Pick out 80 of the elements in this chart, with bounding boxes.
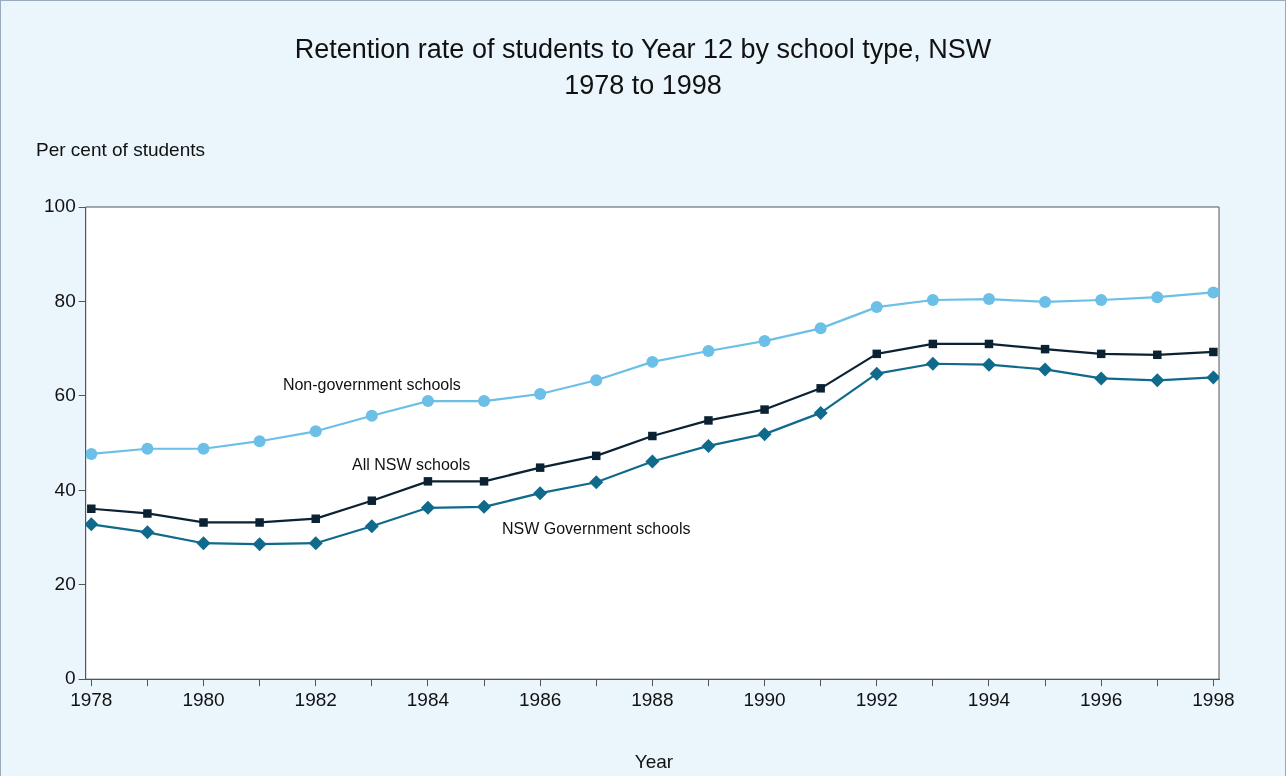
point	[1153, 350, 1162, 360]
point	[255, 518, 264, 527]
point	[1039, 295, 1052, 308]
point	[701, 438, 716, 453]
y-tick-label: 80	[54, 289, 76, 311]
series-label: Non-government schools	[282, 376, 461, 394]
point	[982, 293, 995, 306]
x-tick-label: 1996	[1080, 688, 1123, 710]
y-axis-title: Per cent of students	[36, 139, 205, 161]
x-tick-label: 1980	[182, 688, 225, 710]
point	[757, 427, 772, 442]
point	[197, 442, 210, 455]
x-tick-label: 1992	[855, 688, 898, 710]
x-tick-label: 1982	[294, 688, 337, 710]
x-tick-label: 1990	[743, 688, 786, 710]
point	[813, 405, 828, 420]
point	[308, 536, 323, 551]
point	[758, 335, 771, 348]
point	[85, 447, 98, 460]
point	[589, 475, 604, 490]
x-tick-label: 1988	[631, 688, 674, 710]
point	[535, 463, 545, 472]
point	[702, 345, 715, 358]
point	[704, 416, 713, 425]
x-tick-label: 1986	[519, 688, 562, 710]
point	[141, 442, 154, 455]
point	[760, 405, 769, 414]
point	[981, 357, 996, 372]
point	[926, 294, 939, 307]
point	[85, 517, 99, 532]
point	[648, 431, 657, 441]
y-tick-label: 100	[44, 195, 76, 217]
point	[87, 504, 96, 513]
point	[253, 435, 266, 448]
point	[143, 509, 152, 518]
point	[533, 486, 548, 501]
point	[534, 387, 547, 400]
point	[477, 499, 492, 514]
chart-title: Retention rate of students to Year 12 by school type, NSW 1978 to 1998	[293, 33, 993, 102]
point	[311, 514, 320, 523]
point	[252, 537, 267, 552]
point	[365, 409, 378, 422]
point	[814, 322, 827, 335]
point	[420, 500, 435, 515]
point	[816, 384, 825, 393]
point	[870, 301, 883, 314]
point	[1206, 370, 1219, 385]
y-tick-label: 60	[54, 384, 76, 406]
y-tick-label: 0	[65, 667, 76, 689]
point	[869, 366, 884, 381]
point	[1150, 373, 1165, 388]
y-tick-label: 20	[54, 572, 76, 594]
y-tick-label: 40	[54, 478, 76, 500]
x-tick-label: 1978	[70, 688, 113, 710]
series-label: All NSW schools	[351, 455, 471, 473]
x-axis-title: Year	[633, 751, 675, 773]
point	[364, 519, 379, 534]
x-tick-label: 1984	[406, 688, 450, 710]
point	[1207, 286, 1219, 299]
point	[478, 395, 491, 408]
point	[645, 454, 660, 469]
point	[479, 477, 489, 486]
point	[423, 477, 433, 486]
point	[1095, 294, 1108, 307]
point	[421, 395, 434, 408]
point	[140, 525, 155, 540]
point	[309, 425, 322, 438]
point	[1151, 291, 1164, 304]
series-label: NSW Government schools	[501, 519, 691, 537]
point	[646, 355, 659, 368]
point	[925, 356, 940, 371]
point	[1094, 371, 1109, 386]
x-tick-label: 1998	[1192, 688, 1235, 710]
point	[367, 496, 377, 505]
point	[590, 374, 603, 387]
point	[199, 518, 208, 527]
x-tick-label: 1994	[967, 688, 1011, 710]
point	[1038, 362, 1053, 377]
point	[1209, 347, 1218, 357]
point	[196, 536, 211, 551]
